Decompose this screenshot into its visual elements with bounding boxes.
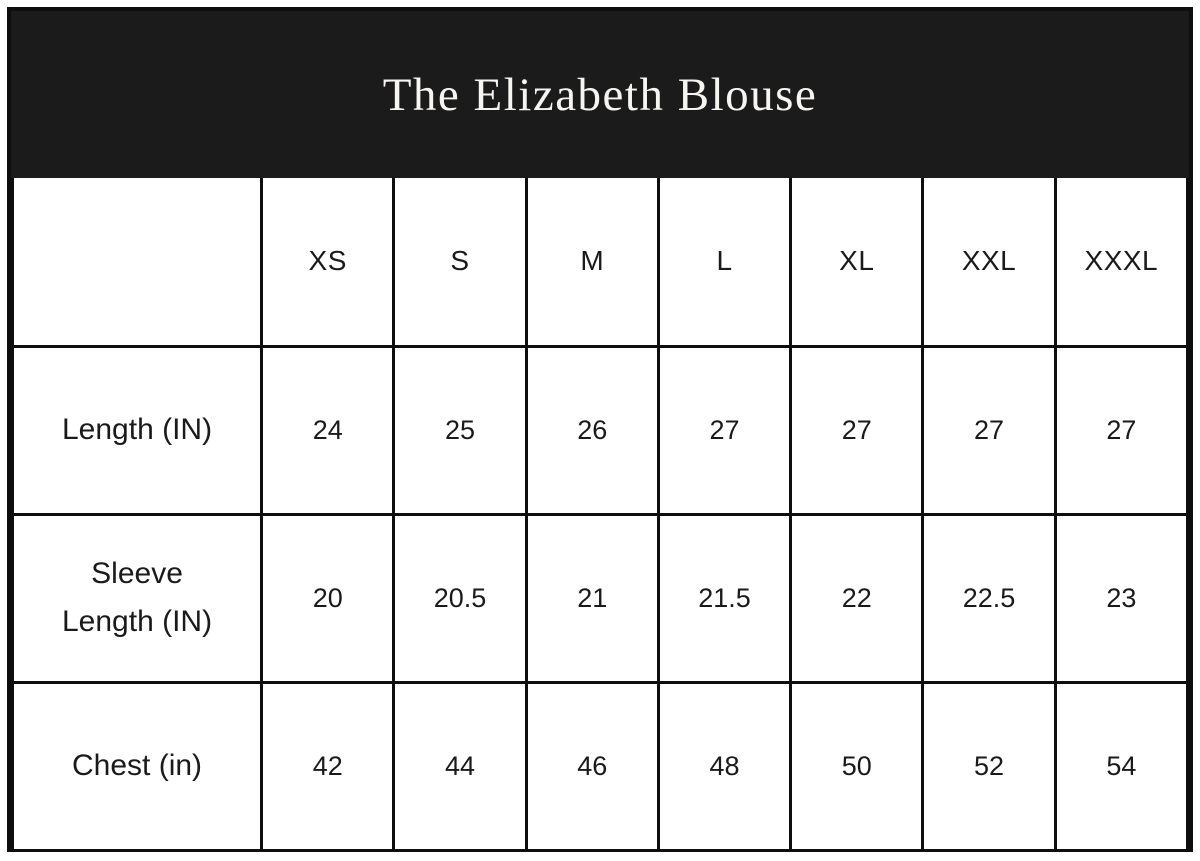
table-cell: 52 — [921, 680, 1057, 852]
table-cell: 50 — [789, 680, 925, 852]
table-cell: 27 — [656, 344, 793, 516]
row-label-length: Length (IN) — [10, 344, 264, 516]
table-cell: 25 — [392, 344, 528, 516]
table-cell: 20.5 — [392, 512, 528, 684]
table-cell: 27 — [921, 344, 1057, 516]
row-label-chest: Chest (in) — [10, 680, 264, 852]
column-header-m: M — [524, 178, 660, 348]
table-cell: 21 — [524, 512, 660, 684]
row-label-sleeve-length: Sleeve Length (IN) — [10, 512, 264, 684]
table-cell: 27 — [789, 344, 925, 516]
chart-title: The Elizabeth Blouse — [382, 68, 818, 121]
table-cell: 23 — [1053, 512, 1190, 684]
table-cell: 48 — [656, 680, 793, 852]
column-header-xxl: XXL — [921, 178, 1057, 348]
size-header-row: XS S M L XL XXL XXXL — [10, 178, 1190, 348]
size-table: XS S M L XL XXL XXXL Length (IN) 24 25 2… — [10, 178, 1190, 852]
table-cell: 26 — [524, 344, 660, 516]
table-row-sleeve-length: Sleeve Length (IN) 20 20.5 21 21.5 22 22… — [10, 512, 1190, 684]
table-cell: 21.5 — [656, 512, 793, 684]
table-cell: 22 — [789, 512, 925, 684]
table-row-length: Length (IN) 24 25 26 27 27 27 27 — [10, 344, 1190, 516]
chart-header: The Elizabeth Blouse — [11, 11, 1189, 178]
column-header-s: S — [392, 178, 528, 348]
table-cell: 20 — [260, 512, 396, 684]
column-header-l: L — [656, 178, 793, 348]
table-cell: 46 — [524, 680, 660, 852]
column-header-xs: XS — [260, 178, 396, 348]
table-cell: 22.5 — [921, 512, 1057, 684]
corner-cell — [10, 178, 264, 348]
table-cell: 24 — [260, 344, 396, 516]
table-row-chest: Chest (in) 42 44 46 48 50 52 54 — [10, 680, 1190, 852]
table-cell: 42 — [260, 680, 396, 852]
table-cell: 27 — [1053, 344, 1190, 516]
column-header-xl: XL — [789, 178, 925, 348]
table-cell: 54 — [1053, 680, 1190, 852]
table-cell: 44 — [392, 680, 528, 852]
size-chart: The Elizabeth Blouse XS S M L XL XXL XXX… — [7, 7, 1193, 852]
column-header-xxxl: XXXL — [1053, 178, 1190, 348]
